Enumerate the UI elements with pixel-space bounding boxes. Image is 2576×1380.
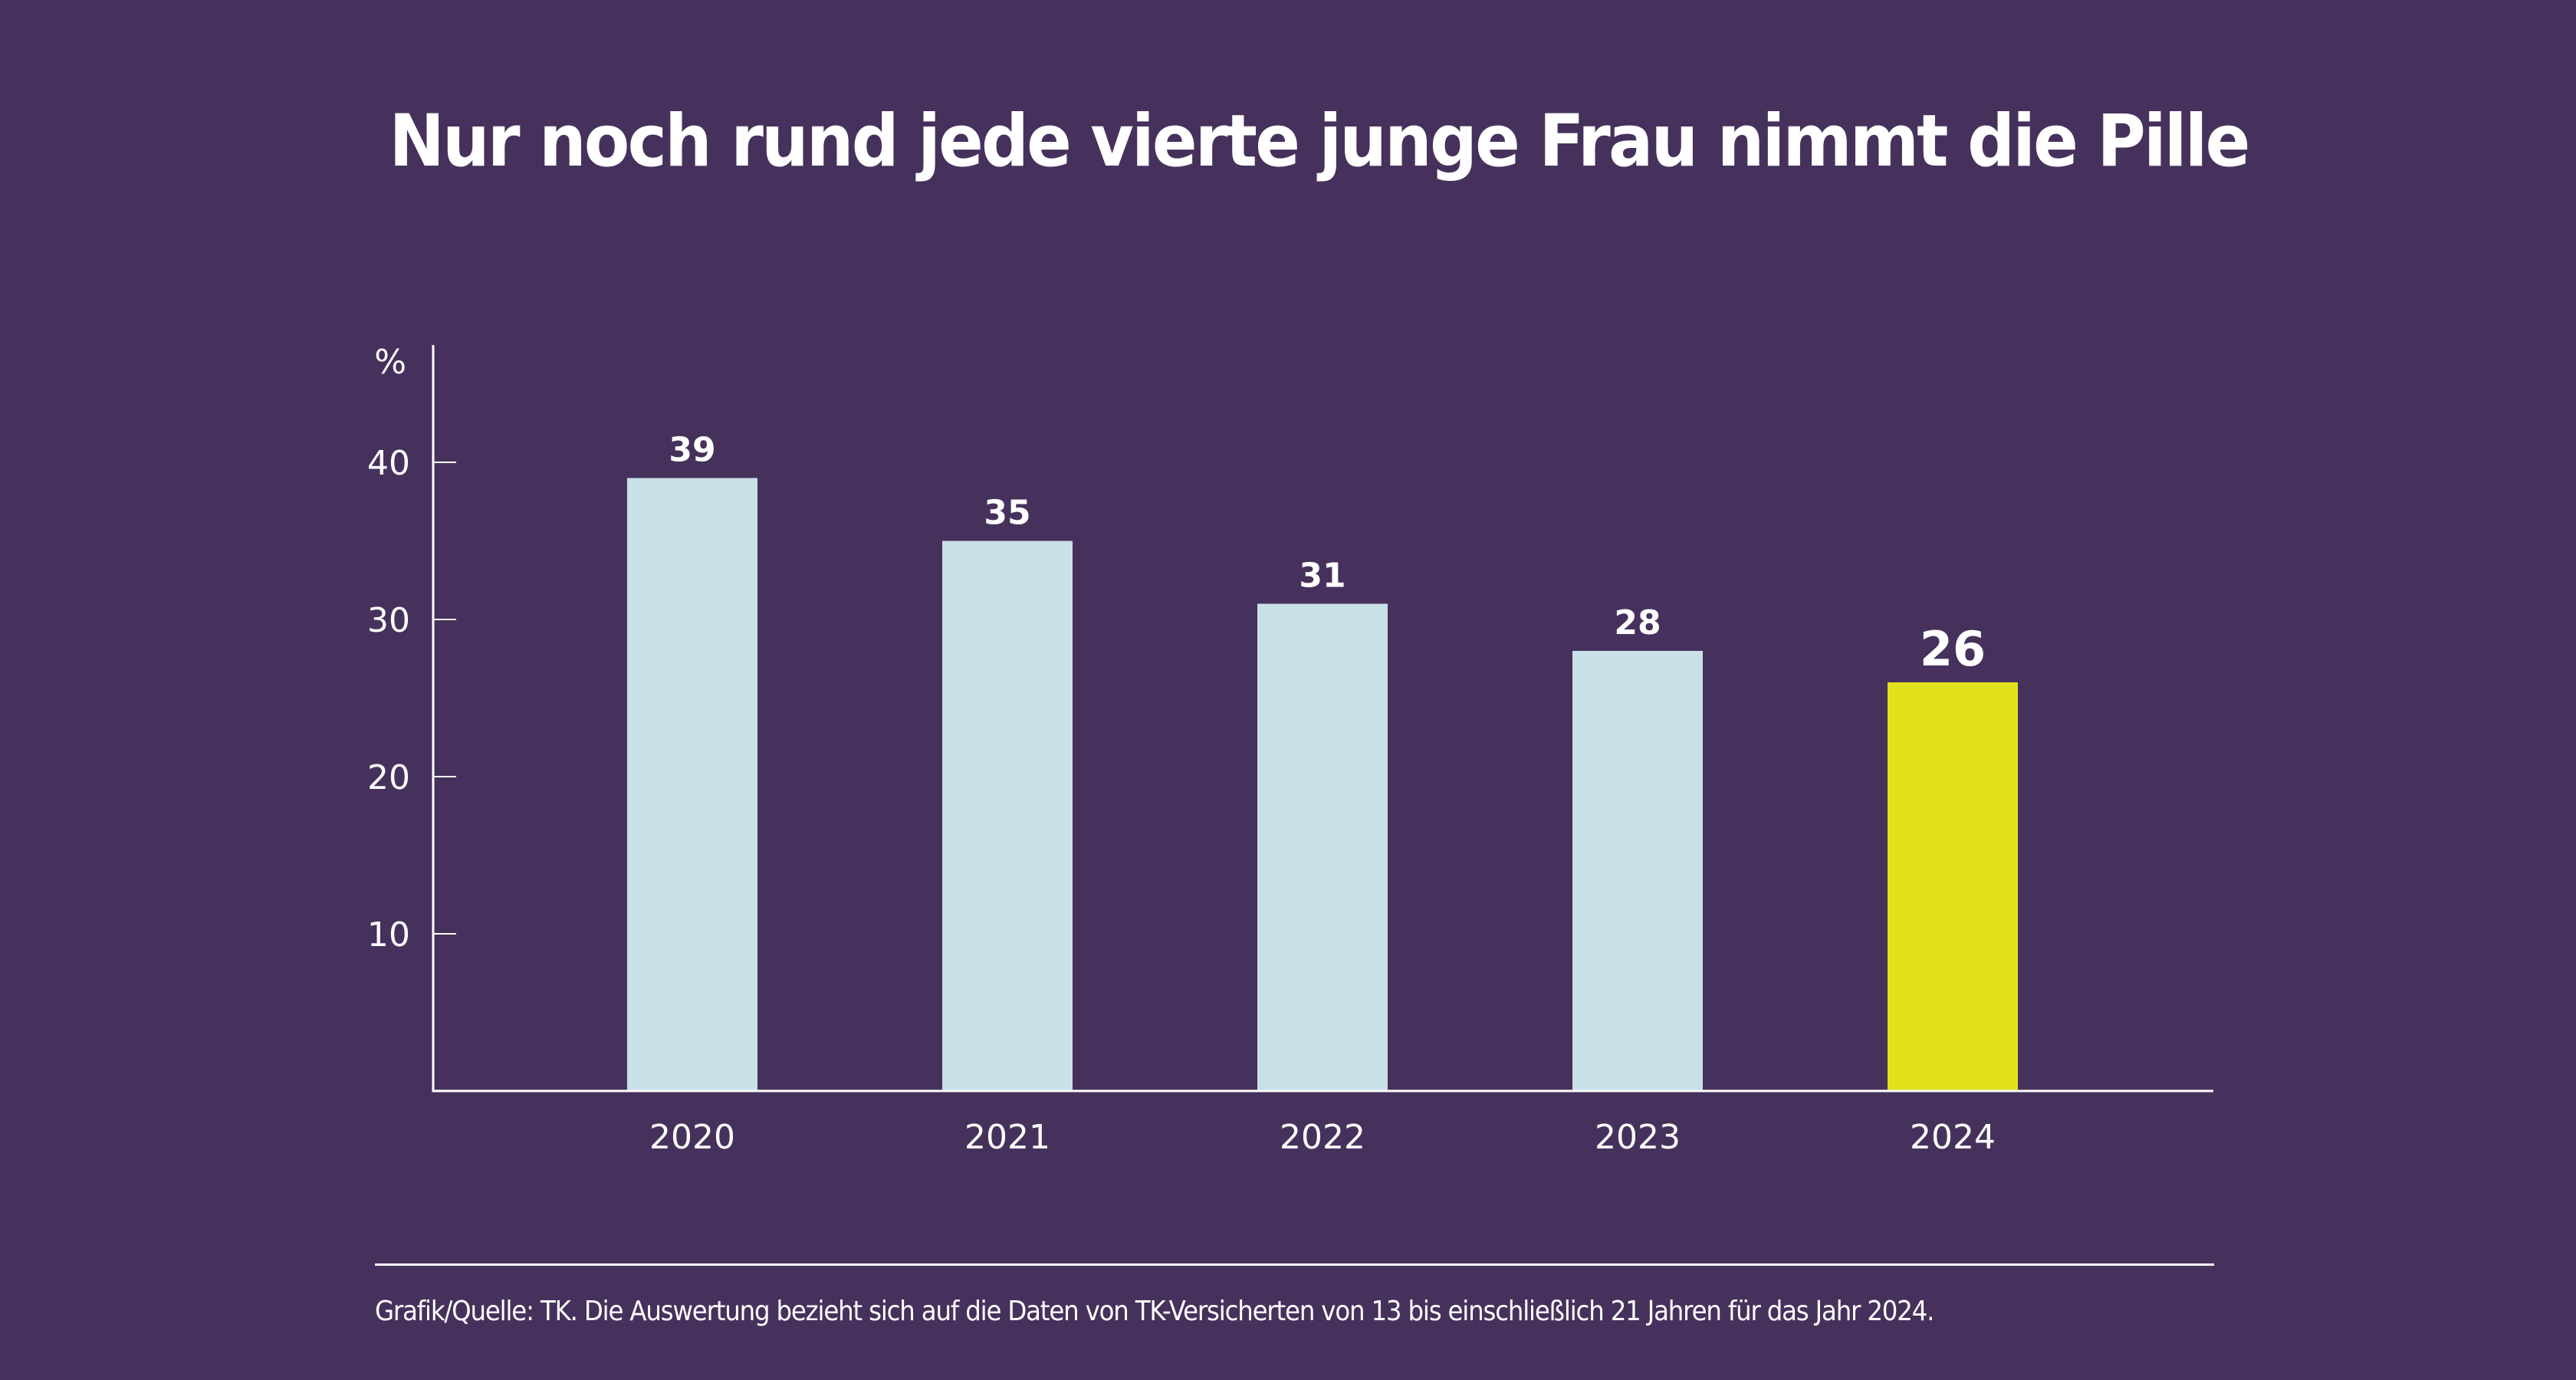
x-tick-label: 2023 — [1595, 1118, 1681, 1157]
source-note: Grafik/Quelle: TK. Die Auswertung bezieh… — [375, 1296, 1934, 1327]
data-label: 26 — [1920, 621, 1986, 677]
footer-divider — [375, 1263, 2214, 1266]
bar — [942, 540, 1073, 1091]
bar — [627, 478, 757, 1091]
y-tick-label: 30 — [367, 601, 410, 640]
data-label: 28 — [1614, 603, 1661, 642]
bar-highlighted — [1888, 682, 2018, 1091]
bar — [1257, 603, 1388, 1091]
data-label: 31 — [1299, 557, 1346, 596]
data-label: 35 — [984, 494, 1030, 533]
y-axis: % 10 20 30 40 — [367, 343, 456, 1092]
y-tick-label: 10 — [367, 915, 410, 955]
data-label: 39 — [669, 431, 715, 470]
x-tick-label: 2022 — [1280, 1118, 1365, 1157]
x-tick-label: 2020 — [649, 1118, 735, 1157]
y-tick-label: 20 — [367, 758, 410, 797]
y-axis-unit-label: % — [374, 343, 406, 382]
x-tick-label: 2021 — [964, 1118, 1050, 1157]
x-tick-label: 2024 — [1910, 1118, 1996, 1157]
chart-title: Nur noch rund jede vierte junge Frau nim… — [389, 100, 2250, 183]
y-tick-label: 40 — [367, 444, 410, 483]
bar — [1572, 651, 1703, 1091]
